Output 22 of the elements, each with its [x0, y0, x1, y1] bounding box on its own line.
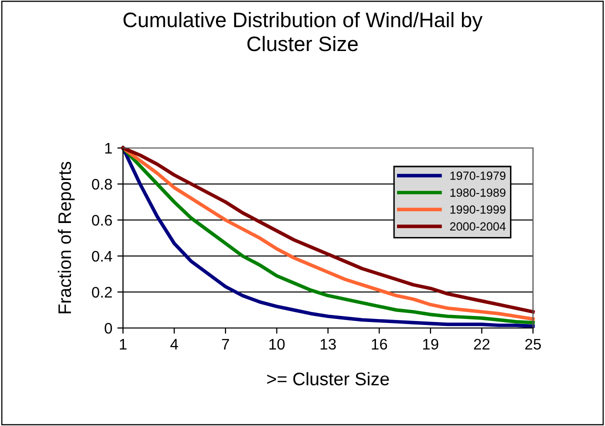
y-tick-label: 0.2 — [92, 286, 112, 298]
x-tick-label: 16 — [372, 338, 388, 350]
x-tick-label: 19 — [423, 338, 438, 350]
y-tick-label: 0 — [104, 322, 112, 334]
y-tick-label: 1 — [105, 143, 112, 154]
x-tick-label: 4 — [170, 338, 178, 350]
x-tick-label: 7 — [222, 338, 229, 350]
x-tick-label: 22 — [474, 338, 490, 350]
legend-label: 2000-2004 — [450, 222, 506, 231]
y-tick-label: 0.6 — [92, 214, 112, 226]
legend-label: 1970-1979 — [450, 172, 506, 180]
chart-title: Cumulative Distribution of Wind/Hail by Cluster Size — [124, 12, 483, 52]
x-tick-label: 10 — [269, 338, 285, 350]
x-axis-title: >= Cluster Size — [267, 372, 389, 386]
y-axis-title: Fraction of Reports — [58, 162, 75, 314]
x-tick-label: 13 — [320, 338, 336, 350]
y-tick-label: 0.4 — [92, 250, 112, 262]
x-tick-label: 25 — [525, 338, 541, 350]
y-tick-label: 0.8 — [92, 178, 112, 190]
legend-label: 1990-1999 — [450, 205, 506, 214]
x-tick-label: 1 — [120, 338, 127, 350]
legend-label: 1980-1989 — [450, 188, 506, 197]
